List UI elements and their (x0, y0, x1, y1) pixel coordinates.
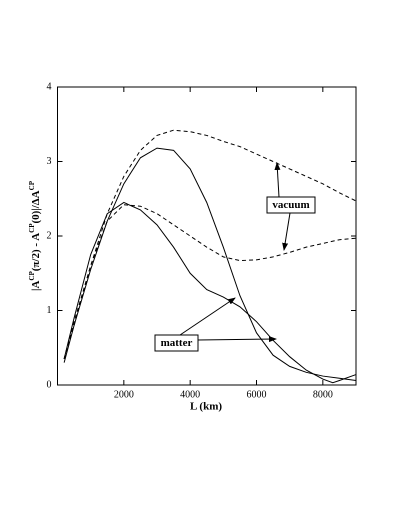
y-axis-label-part: CP (28, 271, 36, 281)
annotation: vacuum (272, 199, 309, 211)
y-axis-label-part: CP (28, 223, 36, 233)
arrow (274, 162, 281, 198)
series-line (63, 204, 357, 360)
y-tick-label: 4 (47, 81, 52, 92)
x-tick-label: 4000 (180, 389, 200, 400)
annotation-box (154, 334, 199, 352)
x-axis-label: L (km) (190, 401, 222, 413)
y-axis-label-part: (π/2) - A (30, 233, 42, 271)
y-axis-label-part: CP (28, 180, 36, 190)
x-tick-label: 6000 (247, 389, 267, 400)
annotation-box (266, 196, 316, 214)
y-axis-label: |ACP(π/2) - ACP(0)|/ΔACP (28, 180, 42, 291)
series-line (63, 129, 357, 360)
arrow (197, 336, 277, 343)
x-tick-label: 8000 (313, 389, 333, 400)
series-line (63, 147, 357, 382)
arrow (179, 297, 236, 336)
y-tick-label: 1 (47, 305, 52, 316)
y-tick-label: 0 (47, 379, 52, 390)
series-line (63, 201, 357, 384)
annotation: matter (161, 337, 193, 349)
y-tick-label: 2 (47, 230, 52, 241)
x-tick-label: 2000 (114, 389, 134, 400)
y-axis-label-part: |A (30, 281, 42, 291)
y-axis-label-part: (0)|/ΔA (30, 190, 42, 223)
arrow (282, 212, 291, 251)
y-tick-label: 3 (47, 156, 52, 167)
